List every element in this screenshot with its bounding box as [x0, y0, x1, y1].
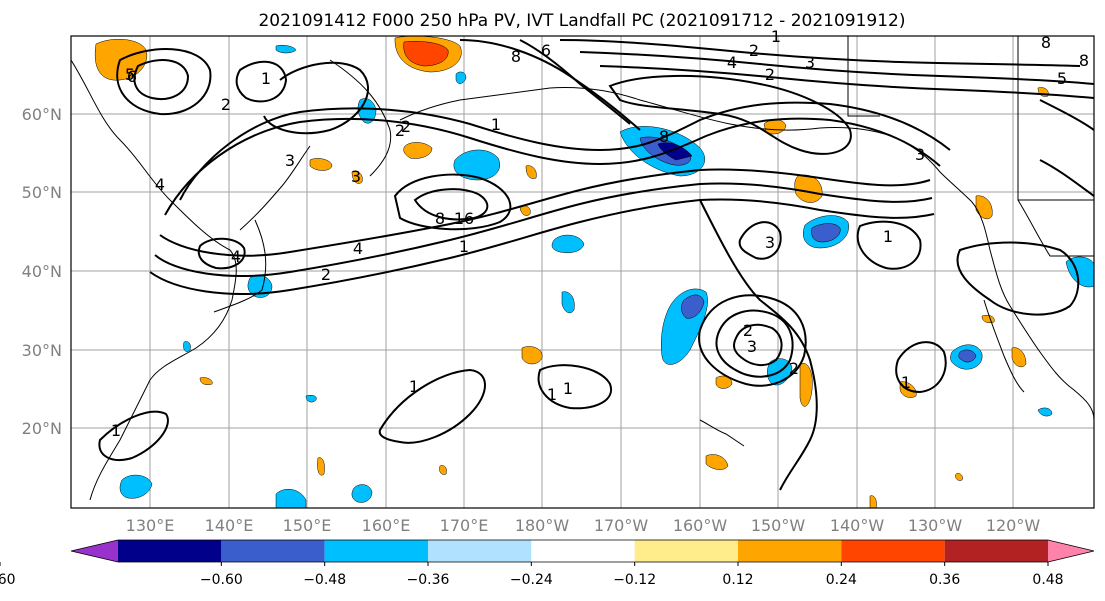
colorbar-tick-label: 0.36: [929, 572, 960, 588]
lat-labels: 60°N 50°N 40°N 30°N 20°N: [22, 105, 62, 438]
contour-label: 1: [459, 237, 469, 256]
contour-label: 2: [743, 321, 753, 340]
colorbar-tick-label: 0.12: [722, 572, 753, 588]
colorbar-segment: [841, 540, 945, 562]
colorbar-segment: [118, 540, 222, 562]
contour-label: 1: [771, 27, 781, 46]
pv-anomaly-fill: [94, 36, 1094, 508]
lat-label: 20°N: [22, 419, 62, 438]
contour-label: 1: [261, 69, 271, 88]
contour-label: 5: [1057, 69, 1067, 88]
contour-label: 3: [915, 145, 925, 164]
contour-label: 1: [563, 379, 573, 398]
contour-label: 3: [765, 233, 775, 252]
contour-label: 6: [127, 67, 137, 86]
contour-label: 2: [321, 265, 331, 284]
lon-label: 140°W: [830, 516, 885, 535]
contour-label: 3: [747, 337, 757, 356]
colorbar-segment: [428, 540, 532, 562]
colorbar-extend-low: [71, 540, 118, 562]
colorbar-tick-label: −0.36: [407, 572, 450, 588]
contour-label: 5: [125, 65, 135, 84]
gridlines: [71, 36, 1094, 508]
contour-label: 4: [727, 53, 737, 72]
contour-labels: 6 2 1 2 3 4 1 3 4 2 1 8 6 4 8 2 3 5 8 8 …: [111, 27, 1089, 440]
contour-label: 4: [155, 175, 165, 194]
colorbar-tick-label: 0.48: [1032, 572, 1063, 588]
lat-label: 60°N: [22, 105, 62, 124]
contour-label: 2: [401, 117, 411, 136]
lon-label: 160°E: [362, 516, 411, 535]
colorbar-tick-label: −0.12: [613, 572, 656, 588]
contour-label: 2: [749, 41, 759, 60]
colorbar-tick-label: 0.24: [826, 572, 857, 588]
colorbar-segment: [531, 540, 635, 562]
colorbar: −0.60 −0.48 −0.36 −0.24 −0.12 0.12 0.24 0.36 0.4…: [0, 539, 1095, 588]
contour-label: 1: [901, 373, 911, 392]
pv-contours: [98, 39, 1094, 491]
lon-labels: 130°E 140°E 150°E 160°E 170°E 180°W 170°…: [126, 516, 1041, 535]
contour-label: 1: [111, 421, 121, 440]
lat-label: 50°N: [22, 183, 62, 202]
contour-label: 8: [435, 209, 445, 228]
colorbar-tick-label: −0.48: [303, 572, 346, 588]
lon-label: 130°E: [126, 516, 175, 535]
map-frame: [70, 35, 1095, 509]
contour-label: 4: [231, 247, 241, 266]
lon-label: 160°W: [673, 516, 728, 535]
contour-label: 2: [789, 359, 799, 378]
colorbar-tick-label: 0.60: [0, 572, 16, 588]
lon-label: 150°W: [751, 516, 806, 535]
contour-label: 3: [285, 151, 295, 170]
contour-label: 8: [659, 127, 669, 146]
contour-label: 8: [511, 47, 521, 66]
contour-label: 3: [351, 167, 361, 186]
contour-label: 8: [1079, 51, 1089, 70]
colorbar-tick-label: −0.60: [200, 572, 243, 588]
colorbar-outline: [70, 539, 1095, 563]
lon-label: 130°W: [908, 516, 963, 535]
contour-label: 2: [395, 121, 405, 140]
lon-label: 170°W: [594, 516, 649, 535]
map-panel: 6 2 1 2 3 4 1 3 4 2 1 8 6 4 8 2 3 5 8 8 …: [22, 27, 1095, 535]
contour-label: 1: [409, 377, 419, 396]
contour-label: 8: [1041, 33, 1051, 52]
contour-label: 6: [541, 41, 551, 60]
lat-label: 40°N: [22, 262, 62, 281]
lon-label: 180°W: [515, 516, 570, 535]
lon-label: 150°E: [283, 516, 332, 535]
contour-label: 2: [765, 65, 775, 84]
colorbar-extend-high: [1048, 540, 1094, 562]
colorbar-segment: [324, 540, 428, 562]
colorbar-segment: [738, 540, 842, 562]
lon-label: 170°E: [440, 516, 489, 535]
colorbar-segment: [944, 540, 1048, 562]
colorbar-tick-label: −0.24: [510, 572, 553, 588]
contour-label: 16: [454, 209, 474, 228]
lon-label: 120°W: [986, 516, 1041, 535]
contour-label: 3: [805, 53, 815, 72]
contour-label: 4: [353, 239, 363, 258]
colorbar-segment: [221, 540, 325, 562]
contour-label: 2: [221, 95, 231, 114]
lon-label: 140°E: [205, 516, 254, 535]
colorbar-segment: [634, 540, 738, 562]
contour-label: 1: [547, 385, 557, 404]
lat-label: 30°N: [22, 341, 62, 360]
contour-label: 1: [491, 115, 501, 134]
figure-title: 2021091412 F000 250 hPa PV, IVT Landfall…: [258, 11, 905, 31]
contour-label: 1: [883, 227, 893, 246]
